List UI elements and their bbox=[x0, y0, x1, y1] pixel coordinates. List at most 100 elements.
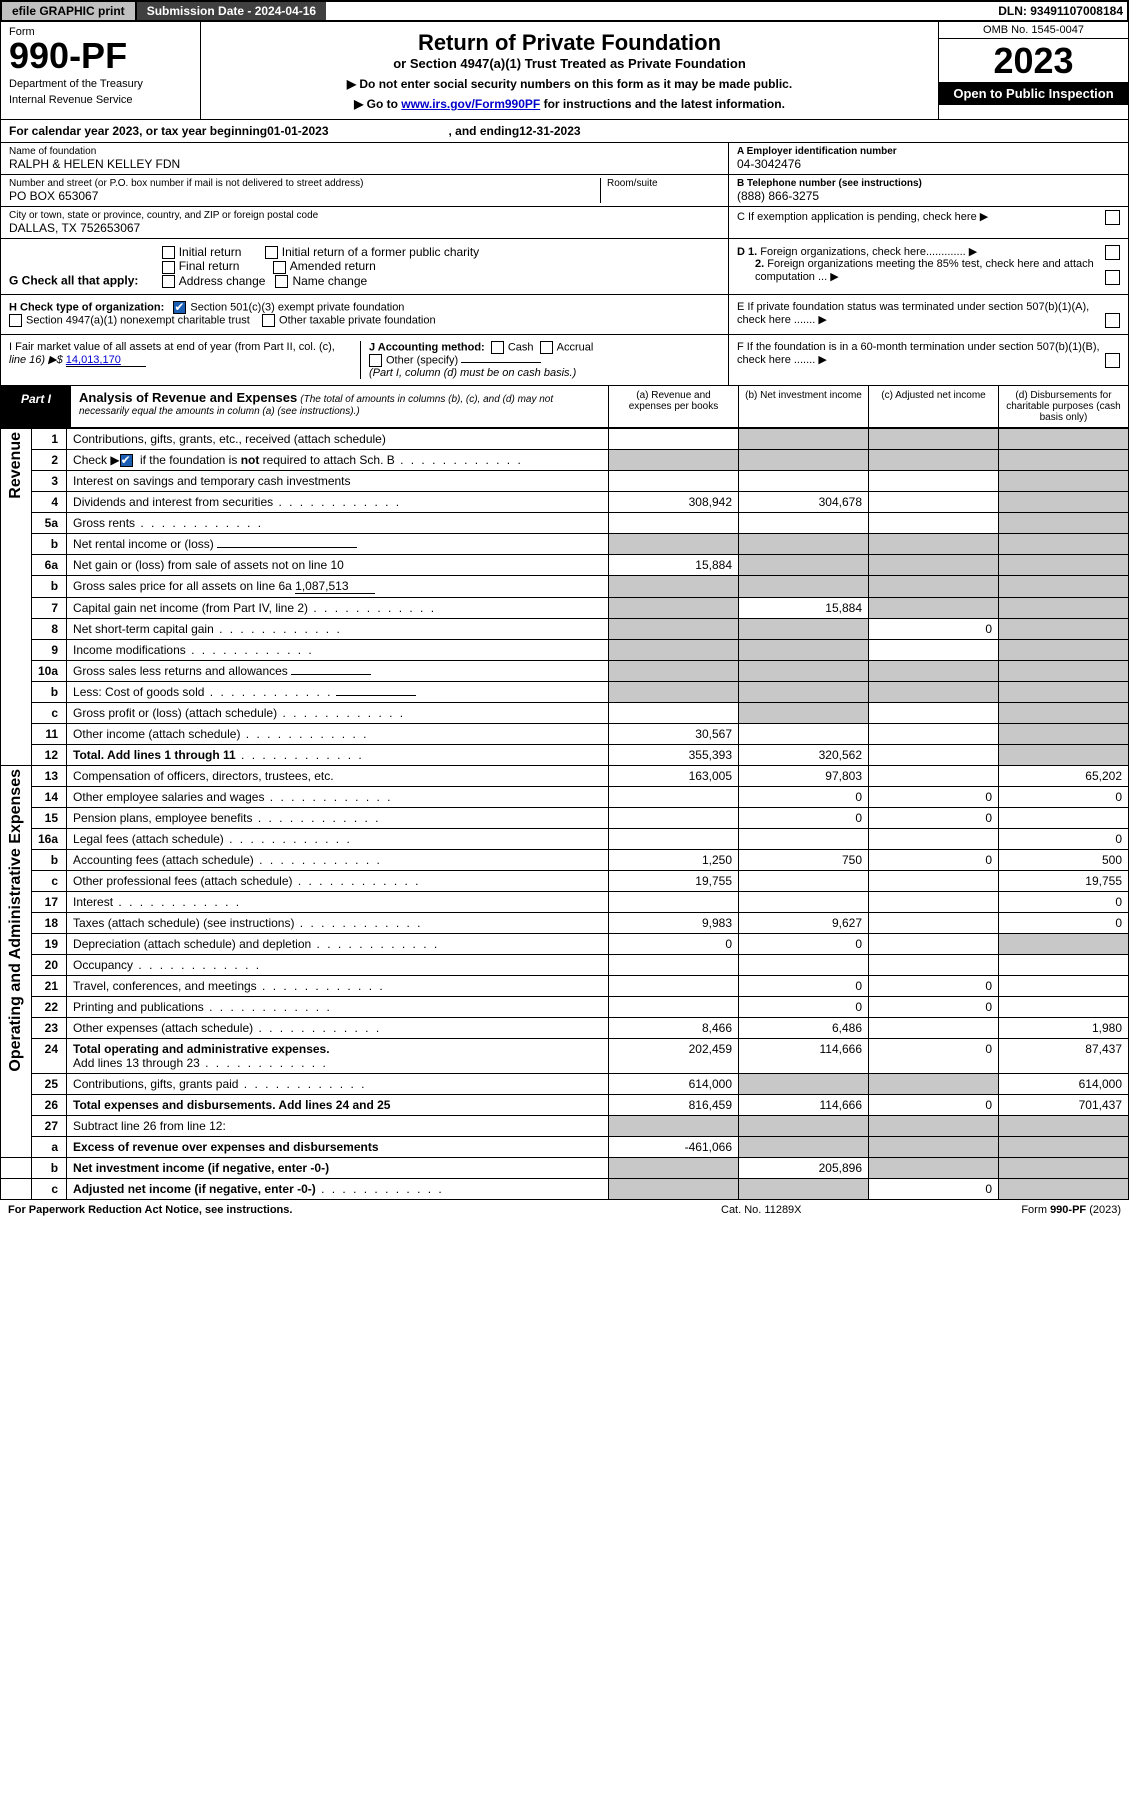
room-label: Room/suite bbox=[607, 178, 720, 189]
g-name[interactable] bbox=[275, 275, 288, 288]
d2-checkbox[interactable] bbox=[1105, 270, 1120, 285]
c-checkbox[interactable] bbox=[1105, 210, 1120, 225]
footer-cat: Cat. No. 11289X bbox=[721, 1204, 921, 1216]
topbar: efile GRAPHIC print Submission Date - 20… bbox=[0, 0, 1129, 22]
e-checkbox[interactable] bbox=[1105, 313, 1120, 328]
note-ssn: ▶ Do not enter social security numbers o… bbox=[209, 77, 930, 91]
table-row: 15Pension plans, employee benefits00 bbox=[1, 808, 1129, 829]
efile-btn[interactable]: efile GRAPHIC print bbox=[2, 2, 137, 20]
foundation-city: DALLAS, TX 752653067 bbox=[9, 221, 720, 235]
table-row: 23Other expenses (attach schedule)8,4666… bbox=[1, 1018, 1129, 1039]
h-4947[interactable] bbox=[9, 314, 22, 327]
table-row: 6aNet gain or (loss) from sale of assets… bbox=[1, 555, 1129, 576]
table-row: bNet investment income (if negative, ent… bbox=[1, 1158, 1129, 1179]
table-row: aExcess of revenue over expenses and dis… bbox=[1, 1137, 1129, 1158]
h-501c3[interactable] bbox=[173, 301, 186, 314]
d1-label: D 1. Foreign organizations, check here..… bbox=[737, 245, 1120, 258]
table-row: 18Taxes (attach schedule) (see instructi… bbox=[1, 913, 1129, 934]
calendar-year-row: For calendar year 2023, or tax year begi… bbox=[0, 120, 1129, 143]
part1-tab: Part I bbox=[1, 386, 71, 427]
h-label: H Check type of organization: bbox=[9, 301, 164, 313]
g-initial-former[interactable] bbox=[265, 246, 278, 259]
table-row: Operating and Administrative Expenses 13… bbox=[1, 766, 1129, 787]
footer-left: For Paperwork Reduction Act Notice, see … bbox=[8, 1204, 721, 1216]
g-initial[interactable] bbox=[162, 246, 175, 259]
g-final[interactable] bbox=[162, 261, 175, 274]
table-row: 14Other employee salaries and wages000 bbox=[1, 787, 1129, 808]
table-row: cGross profit or (loss) (attach schedule… bbox=[1, 703, 1129, 724]
ein-label: A Employer identification number bbox=[737, 146, 1120, 157]
section-ij: I Fair market value of all assets at end… bbox=[0, 335, 1129, 386]
form-number: 990-PF bbox=[9, 38, 192, 74]
table-row: 8Net short-term capital gain0 bbox=[1, 619, 1129, 640]
ein: 04-3042476 bbox=[737, 157, 1120, 171]
table-row: 2Check ▶ if the foundation is not requir… bbox=[1, 449, 1129, 470]
i-label: I Fair market value of all assets at end… bbox=[9, 341, 335, 353]
g-label: G Check all that apply: bbox=[9, 274, 138, 288]
section-h: H Check type of organization: Section 50… bbox=[0, 295, 1129, 335]
dept: Department of the Treasury bbox=[9, 78, 192, 90]
revenue-label: Revenue bbox=[7, 432, 25, 499]
section-g: G Check all that apply: Initial return I… bbox=[0, 239, 1129, 295]
table-row: bAccounting fees (attach schedule)1,2507… bbox=[1, 850, 1129, 871]
table-row: cAdjusted net income (if negative, enter… bbox=[1, 1179, 1129, 1200]
fmv-value[interactable]: 14,013,170 bbox=[66, 354, 146, 367]
footer-form: Form 990-PF (2023) bbox=[921, 1204, 1121, 1216]
table-row: 19Depreciation (attach schedule) and dep… bbox=[1, 934, 1129, 955]
irs: Internal Revenue Service bbox=[9, 94, 192, 106]
c-label: C If exemption application is pending, c… bbox=[737, 211, 977, 223]
h-other[interactable] bbox=[262, 314, 275, 327]
table-row: 10aGross sales less returns and allowanc… bbox=[1, 661, 1129, 682]
omb: OMB No. 1545-0047 bbox=[939, 22, 1128, 39]
j-other[interactable] bbox=[369, 354, 382, 367]
table-row: 12Total. Add lines 1 through 11355,39332… bbox=[1, 745, 1129, 766]
col-b: (b) Net investment income bbox=[738, 386, 868, 427]
table-row: 9Income modifications bbox=[1, 640, 1129, 661]
part1-header: Part I Analysis of Revenue and Expenses … bbox=[0, 386, 1129, 428]
table-row: Revenue 1Contributions, gifts, grants, e… bbox=[1, 428, 1129, 449]
form-header: Form 990-PF Department of the Treasury I… bbox=[0, 22, 1129, 120]
table-row: 3Interest on savings and temporary cash … bbox=[1, 471, 1129, 492]
table-row: 24Total operating and administrative exp… bbox=[1, 1039, 1129, 1074]
dln: DLN: 93491107008184 bbox=[998, 4, 1127, 18]
table-row: bGross sales price for all assets on lin… bbox=[1, 576, 1129, 598]
table-row: bLess: Cost of goods sold bbox=[1, 682, 1129, 703]
g-address[interactable] bbox=[162, 275, 175, 288]
page-footer: For Paperwork Reduction Act Notice, see … bbox=[0, 1200, 1129, 1220]
d2-label: 2. Foreign organizations meeting the 85%… bbox=[737, 258, 1120, 283]
table-row: 26Total expenses and disbursements. Add … bbox=[1, 1095, 1129, 1116]
foundation-info: Name of foundation RALPH & HELEN KELLEY … bbox=[0, 143, 1129, 239]
city-label: City or town, state or province, country… bbox=[9, 210, 720, 221]
note-link: ▶ Go to www.irs.gov/Form990PF for instru… bbox=[209, 97, 930, 111]
table-row: 22Printing and publications00 bbox=[1, 997, 1129, 1018]
phone-label: B Telephone number (see instructions) bbox=[737, 178, 1120, 189]
open-to-public: Open to Public Inspection bbox=[939, 82, 1128, 105]
name-label: Name of foundation bbox=[9, 146, 720, 157]
irs-link[interactable]: www.irs.gov/Form990PF bbox=[401, 97, 540, 111]
table-row: bNet rental income or (loss) bbox=[1, 534, 1129, 555]
e-label: E If private foundation status was termi… bbox=[737, 301, 1089, 326]
table-row: 7Capital gain net income (from Part IV, … bbox=[1, 598, 1129, 619]
schb-check[interactable] bbox=[120, 454, 133, 467]
form-title: Return of Private Foundation bbox=[209, 30, 930, 56]
foundation-addr: PO BOX 653067 bbox=[9, 189, 600, 203]
j-accrual[interactable] bbox=[540, 341, 553, 354]
table-row: cOther professional fees (attach schedul… bbox=[1, 871, 1129, 892]
tax-year: 2023 bbox=[939, 39, 1128, 82]
part1-title: Analysis of Revenue and Expenses bbox=[79, 390, 297, 405]
table-row: 11Other income (attach schedule)30,567 bbox=[1, 724, 1129, 745]
phone: (888) 866-3275 bbox=[737, 189, 1120, 203]
table-row: 5aGross rents bbox=[1, 513, 1129, 534]
part1-table: Revenue 1Contributions, gifts, grants, e… bbox=[0, 428, 1129, 1200]
col-a: (a) Revenue and expenses per books bbox=[608, 386, 738, 427]
g-amended[interactable] bbox=[273, 261, 286, 274]
d1-checkbox[interactable] bbox=[1105, 245, 1120, 260]
col-d: (d) Disbursements for charitable purpose… bbox=[998, 386, 1128, 427]
table-row: 20Occupancy bbox=[1, 955, 1129, 976]
form-subtitle: or Section 4947(a)(1) Trust Treated as P… bbox=[209, 56, 930, 71]
addr-label: Number and street (or P.O. box number if… bbox=[9, 178, 600, 189]
j-label: J Accounting method: bbox=[369, 341, 485, 353]
j-cash[interactable] bbox=[491, 341, 504, 354]
f-checkbox[interactable] bbox=[1105, 353, 1120, 368]
submission-date: Submission Date - 2024-04-16 bbox=[137, 2, 326, 20]
